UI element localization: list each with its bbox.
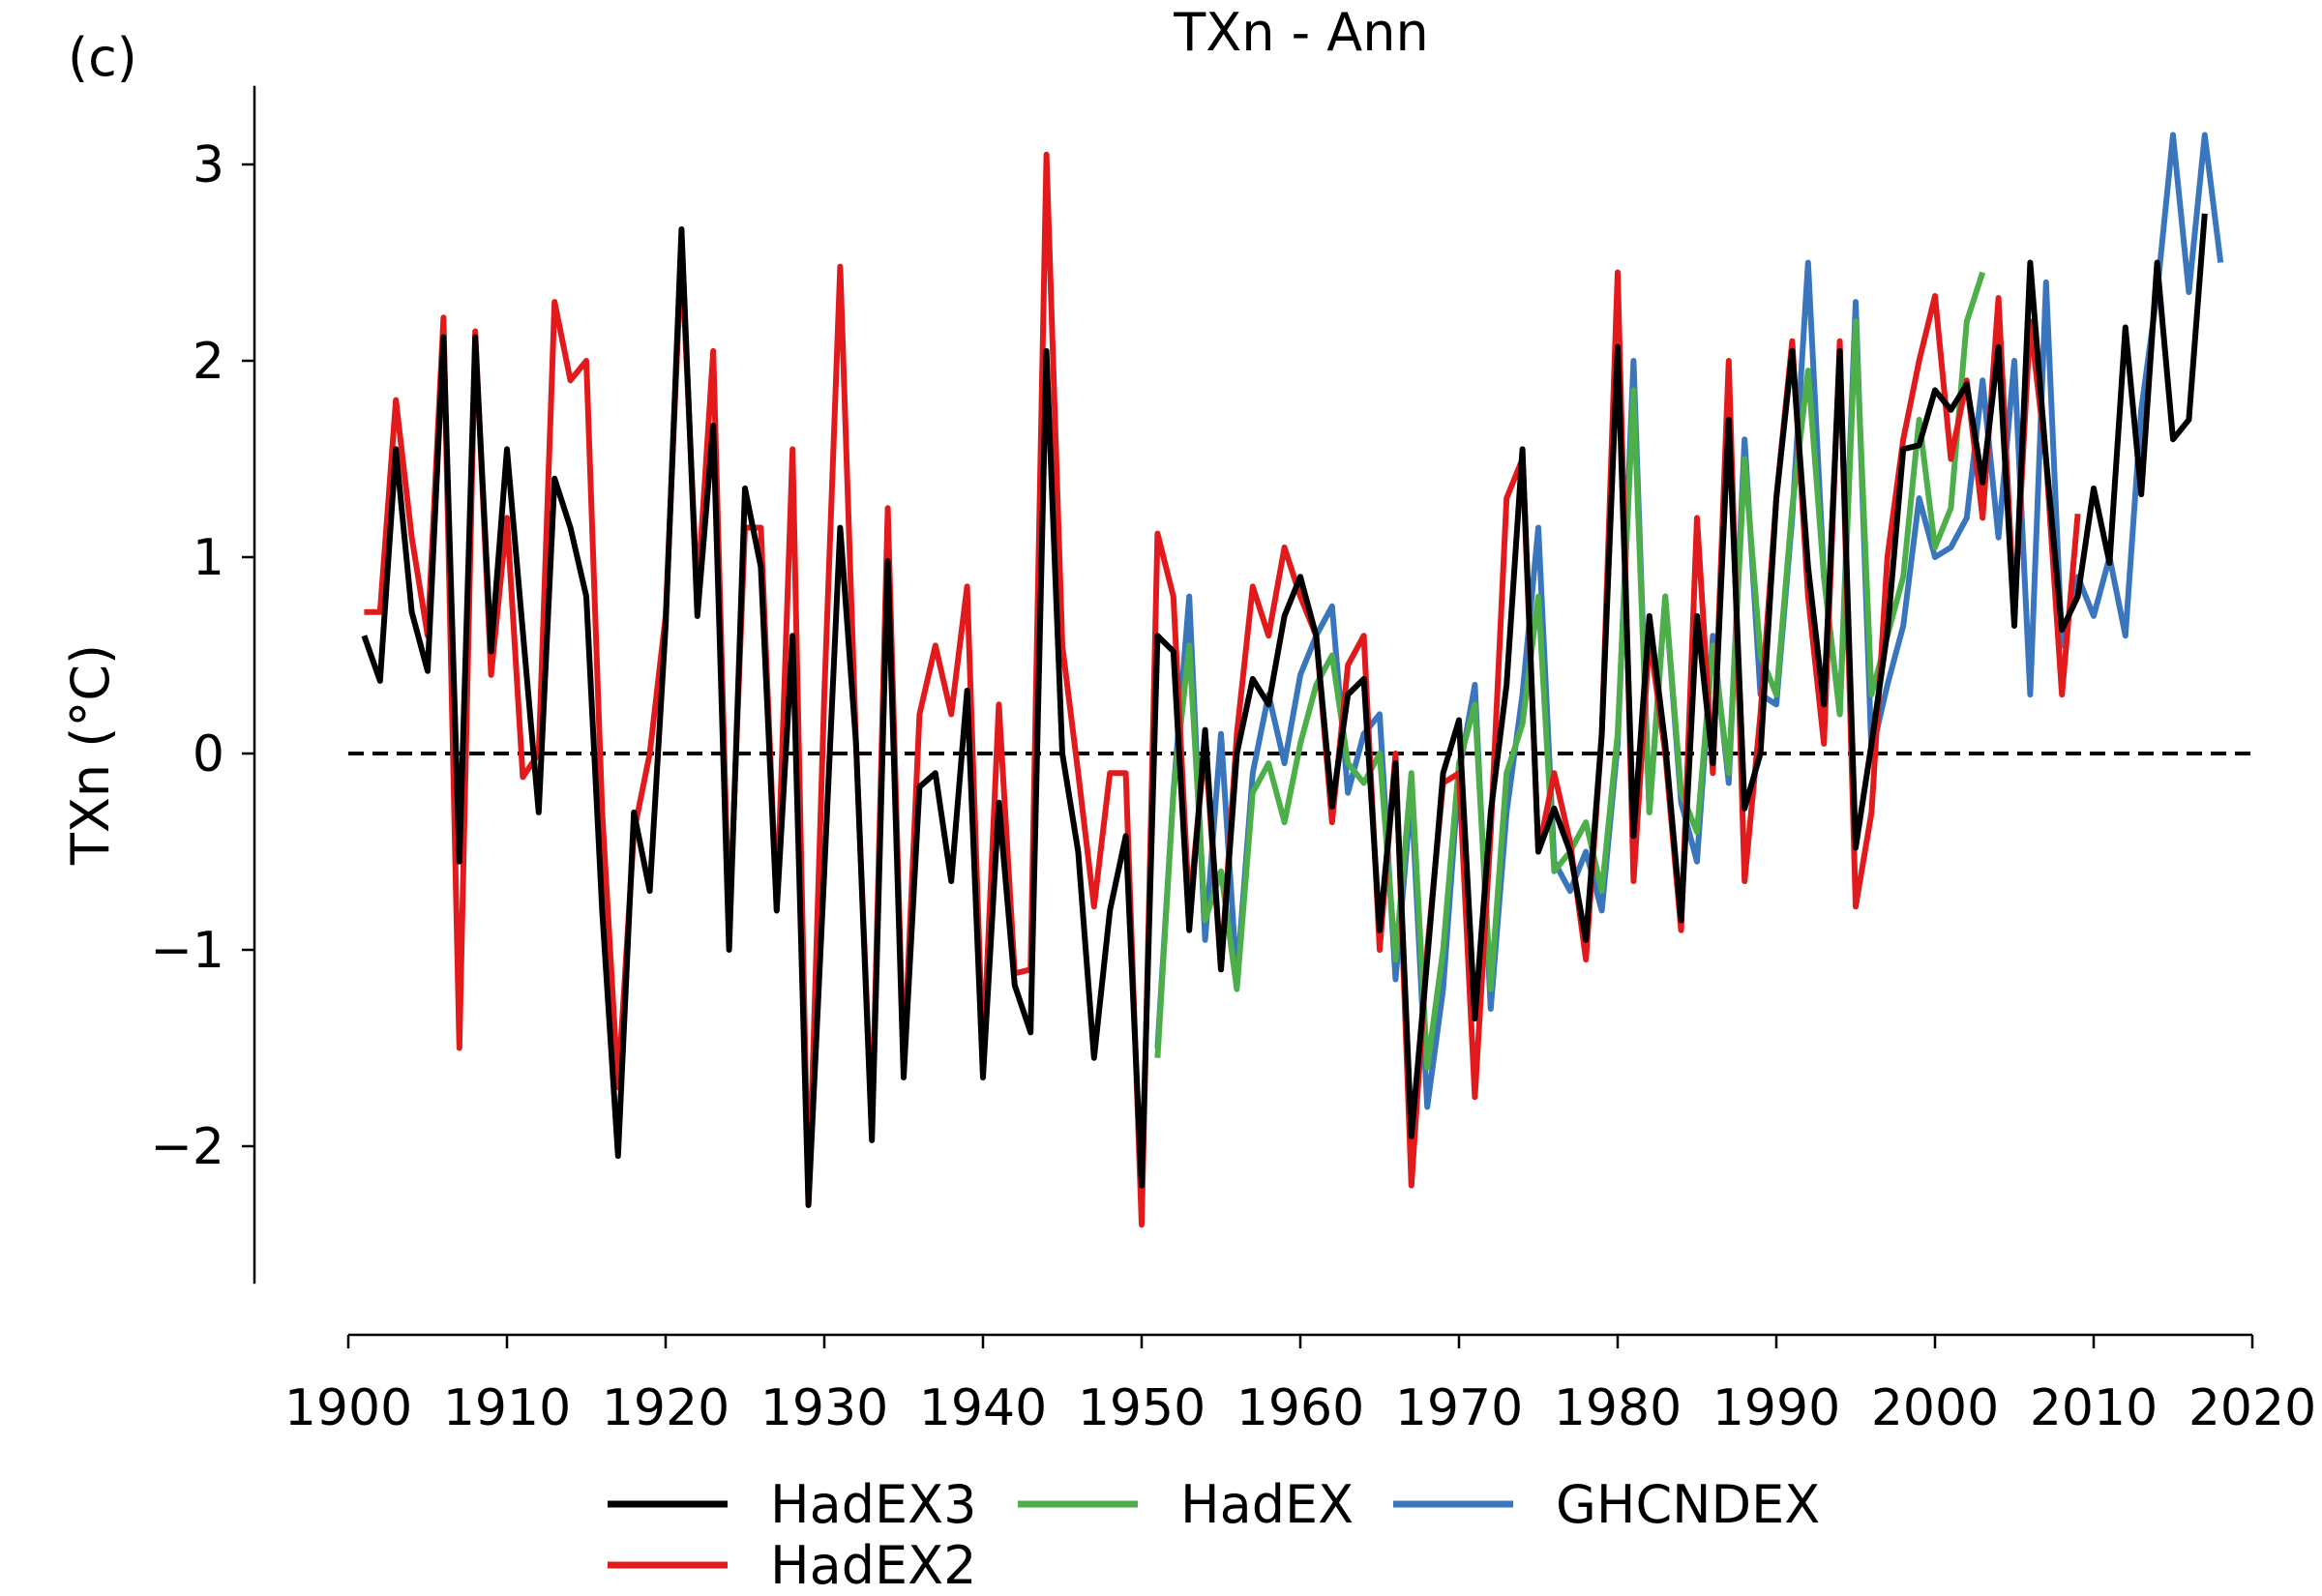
x-tick-label: 1920	[602, 1379, 729, 1437]
legend: HadEX3 HadEX GHCNDEX HadEX2	[608, 1474, 1820, 1596]
x-tick-label: 2000	[1871, 1379, 1999, 1437]
legend-item-hadex: HadEX	[1018, 1474, 1354, 1535]
y-tick-label: 0	[193, 725, 224, 783]
x-tick-label: 1980	[1554, 1379, 1682, 1437]
legend-item-ghcndex: GHCNDEX	[1393, 1474, 1820, 1535]
legend-item-hadex2: HadEX2	[608, 1535, 976, 1596]
x-tick-label: 1900	[284, 1379, 412, 1437]
series-line-hadex	[1154, 271, 1986, 1071]
x-axis: 1900 1910 1920 1930 1940 1950 1960 1970 1980 1990…	[284, 1333, 2316, 1437]
y-tick-label: 1	[193, 529, 224, 587]
y-axis-label: TXn (°C)	[60, 644, 121, 866]
x-tick-label: 1940	[919, 1379, 1047, 1437]
x-tick-label: 1990	[1712, 1379, 1840, 1437]
y-axis: −2 −1 0 1 2 3	[150, 85, 256, 1285]
series-line-hadex3	[361, 213, 2208, 1208]
legend-label: HadEX2	[770, 1535, 976, 1596]
x-tick-label: 2010	[2030, 1379, 2158, 1437]
x-tick-label: 2020	[2188, 1379, 2316, 1437]
x-tick-label: 1950	[1078, 1379, 1206, 1437]
legend-item-hadex3: HadEX3	[608, 1474, 976, 1535]
x-tick-label: 1960	[1236, 1379, 1364, 1437]
x-tick-label: 1970	[1395, 1379, 1523, 1437]
y-tick-label: 2	[193, 333, 224, 391]
series-line-ghcndex	[1154, 132, 2224, 1110]
x-tick-label: 1910	[443, 1379, 571, 1437]
y-tick-label: −1	[150, 922, 224, 980]
series-lines	[361, 132, 2224, 1228]
y-tick-label: −2	[150, 1118, 224, 1176]
x-tick-label: 1930	[760, 1379, 888, 1437]
legend-label: HadEX3	[770, 1474, 976, 1535]
legend-label: GHCNDEX	[1556, 1474, 1820, 1535]
chart-title: TXn - Ann	[1173, 2, 1428, 63]
y-tick-label: 3	[193, 136, 224, 194]
panel-label: (c)	[68, 27, 137, 88]
legend-label: HadEX	[1180, 1474, 1354, 1535]
